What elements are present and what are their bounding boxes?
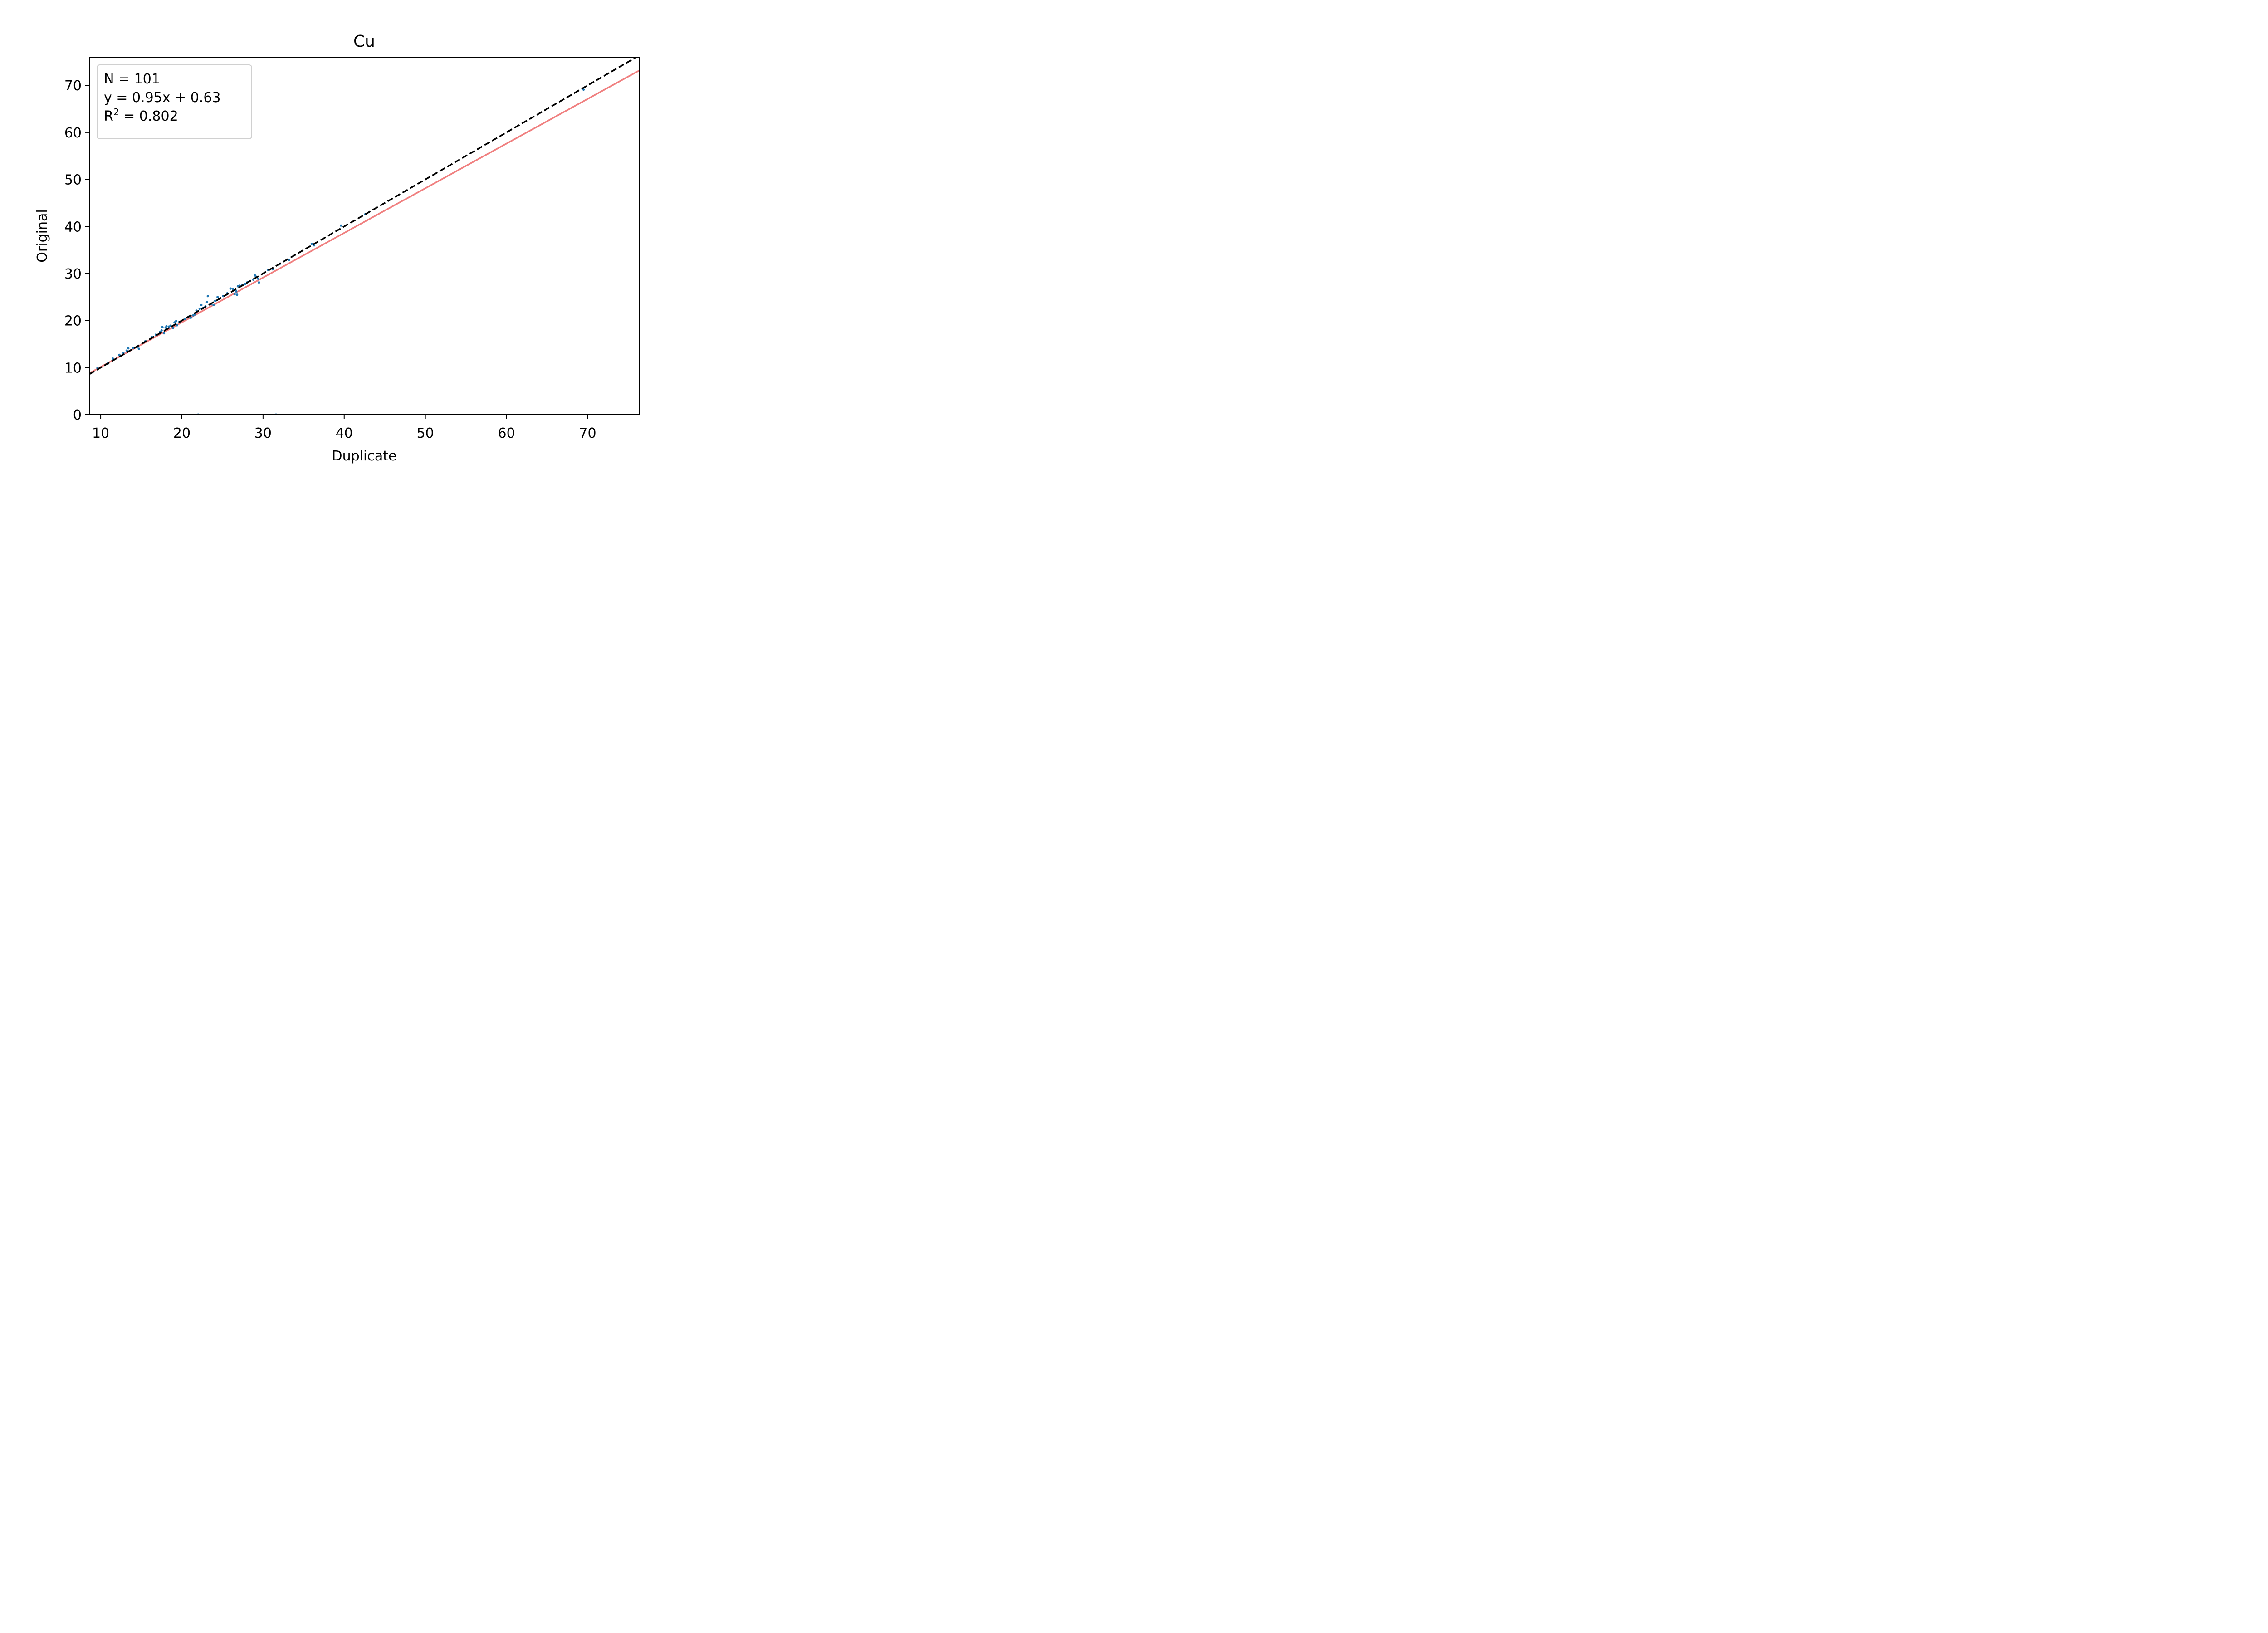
data-point xyxy=(235,290,238,293)
x-tick-label: 50 xyxy=(417,425,434,441)
plot-series xyxy=(89,57,640,415)
data-point xyxy=(171,327,174,329)
stats-n: N = 101 xyxy=(104,71,160,87)
x-axis: 10 20 30 40 50 60 70 xyxy=(92,415,596,441)
y-tick-label: 40 xyxy=(64,219,82,235)
stats-legend-box xyxy=(97,64,252,139)
data-point xyxy=(340,224,342,227)
data-point xyxy=(198,308,201,310)
data-point xyxy=(161,326,164,328)
y-tick-label: 70 xyxy=(64,78,82,94)
data-point xyxy=(200,303,203,307)
y-tick-label: 0 xyxy=(73,407,82,423)
data-point xyxy=(160,329,163,332)
data-point xyxy=(205,301,209,303)
y-tick-label: 10 xyxy=(64,360,82,376)
regression-line xyxy=(89,69,640,374)
data-point xyxy=(257,277,259,280)
y-tick-label: 20 xyxy=(64,313,82,329)
data-point xyxy=(112,357,114,360)
one-to-one-line xyxy=(89,57,638,375)
data-point xyxy=(165,325,168,328)
data-point xyxy=(127,347,130,350)
stats-equation: y = 0.95x + 0.63 xyxy=(104,90,221,106)
data-point xyxy=(582,88,585,91)
data-point xyxy=(229,287,232,290)
stats-r-squared: R2 = 0.802 xyxy=(104,107,178,124)
data-point xyxy=(310,243,313,245)
y-tick-label: 50 xyxy=(64,172,82,188)
data-point xyxy=(176,324,178,327)
data-point xyxy=(118,353,121,356)
data-point xyxy=(214,299,216,302)
x-tick-label: 60 xyxy=(498,425,515,441)
y-tick-label: 60 xyxy=(64,125,82,141)
data-point xyxy=(137,347,140,350)
data-point xyxy=(132,347,135,349)
stats-r-superscript: 2 xyxy=(113,107,119,117)
data-point xyxy=(169,324,172,327)
stats-r-symbol: R xyxy=(104,108,113,124)
data-point xyxy=(162,332,166,335)
x-tick-label: 20 xyxy=(173,425,191,441)
x-tick-label: 70 xyxy=(579,425,596,441)
y-tick-label: 30 xyxy=(64,266,82,282)
data-point xyxy=(254,274,256,277)
plot-frame xyxy=(89,57,640,415)
data-point xyxy=(233,293,236,296)
y-axis: 0 10 20 30 40 50 60 70 xyxy=(64,78,89,423)
stats-r-value: = 0.802 xyxy=(119,108,178,124)
y-axis-title: Original xyxy=(34,209,50,262)
x-tick-label: 40 xyxy=(336,425,353,441)
data-point xyxy=(236,293,239,296)
data-point xyxy=(125,349,128,352)
x-tick-label: 30 xyxy=(254,425,272,441)
data-point xyxy=(258,281,260,284)
chart: Cu 10 20 30 40 50 60 70 0 10 20 30 40 50 60 70 Duplic… xyxy=(0,0,701,474)
chart-title: Cu xyxy=(353,32,375,51)
stats-legend: N = 101 y = 0.95x + 0.63 R2 = 0.802 xyxy=(97,64,252,139)
data-point xyxy=(173,321,176,324)
x-tick-label: 10 xyxy=(92,425,109,441)
x-axis-title: Duplicate xyxy=(332,448,397,464)
data-point xyxy=(212,303,215,307)
data-point xyxy=(206,295,209,298)
data-point xyxy=(184,318,186,321)
data-point xyxy=(175,320,178,323)
data-point xyxy=(216,296,219,298)
data-point xyxy=(244,283,247,285)
data-point xyxy=(190,316,192,319)
